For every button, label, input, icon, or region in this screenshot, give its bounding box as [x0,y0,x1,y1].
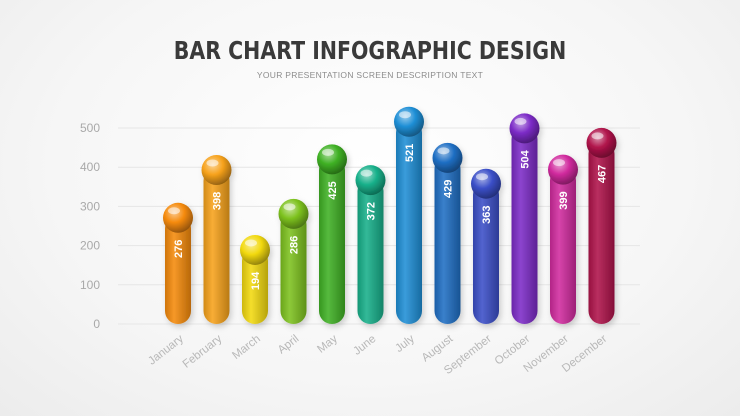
bar-ball [586,127,617,158]
x-tick-label: July [393,333,417,355]
x-tick-label: August [420,332,456,364]
x-tick-label: May [315,333,340,356]
data-label: 521 [404,144,416,162]
bar-ball [394,106,424,137]
x-tick-label: March [230,333,263,362]
bar-october [509,113,540,324]
ball-highlight [245,239,257,247]
y-tick-label: 100 [80,278,100,292]
ball-highlight [591,132,604,140]
bar-ball [471,168,501,199]
bar-body [165,215,191,324]
ball-highlight [206,159,219,167]
bar-body [280,211,307,324]
bar-ball [355,165,386,196]
bar-february [201,154,232,324]
data-label: 425 [327,181,339,199]
data-label: 467 [597,165,609,183]
bar-ball [432,142,463,173]
ball-highlight [514,117,527,125]
ball-highlight [553,159,565,167]
bar-ball [278,198,309,229]
ball-highlight [322,148,334,156]
chart-title: BAR CHART INFOGRAPHIC DESIGN [173,36,567,65]
x-tick-label: April [276,333,302,357]
y-tick-label: 0 [93,317,100,331]
ball-highlight [168,207,180,215]
bar-november [548,154,578,324]
bar-body [357,178,384,324]
bar-july [394,106,424,324]
x-tick-label: June [351,333,378,358]
bar-june [355,165,386,324]
bar-september [471,168,501,324]
bar-body [396,119,422,324]
x-tick-label: February [181,333,225,371]
chart-subtitle: YOUR PRESENTATION SCREEN DESCRIPTION TEX… [256,70,484,80]
data-label: 504 [520,149,532,168]
bar-ball [548,154,578,185]
data-label: 276 [173,240,185,258]
bar-body [473,181,499,324]
data-label: 429 [443,180,455,198]
x-tick-label: January [146,333,186,368]
ball-highlight [437,147,450,155]
bar-body [588,140,615,324]
y-tick-label: 300 [80,199,100,213]
bar-body [319,157,345,324]
data-label: 372 [366,202,378,220]
y-tick-label: 400 [80,160,100,174]
y-axis: 0 100 200 300 400 500 [80,121,100,331]
bar-ball [509,113,540,144]
data-label: 194 [250,271,262,290]
y-tick-label: 500 [80,121,100,135]
bar-body [550,167,576,324]
bar-body [511,126,538,324]
data-label: 286 [289,236,301,254]
bar-april [278,198,309,324]
bar-body [434,155,461,324]
bars-group: 276 398 194 286 425 372 521 429 363 504 399 467 [163,106,617,324]
ball-highlight [476,173,488,181]
bar-ball [317,144,347,175]
bar-august [432,142,463,324]
bar-ball [240,234,270,265]
bar-january [163,202,193,324]
bar-ball [201,154,232,185]
bar-december [586,127,617,324]
bar-ball [163,202,193,233]
data-label: 399 [558,191,570,209]
ball-highlight [399,111,411,119]
bar-march [240,234,270,324]
bar-body [203,167,230,324]
data-label: 398 [212,192,224,210]
bar-body [242,247,268,324]
bar-may [317,144,347,324]
ball-highlight [360,169,373,177]
data-label: 363 [481,206,493,224]
y-tick-label: 200 [80,239,100,253]
ball-highlight [283,203,296,211]
